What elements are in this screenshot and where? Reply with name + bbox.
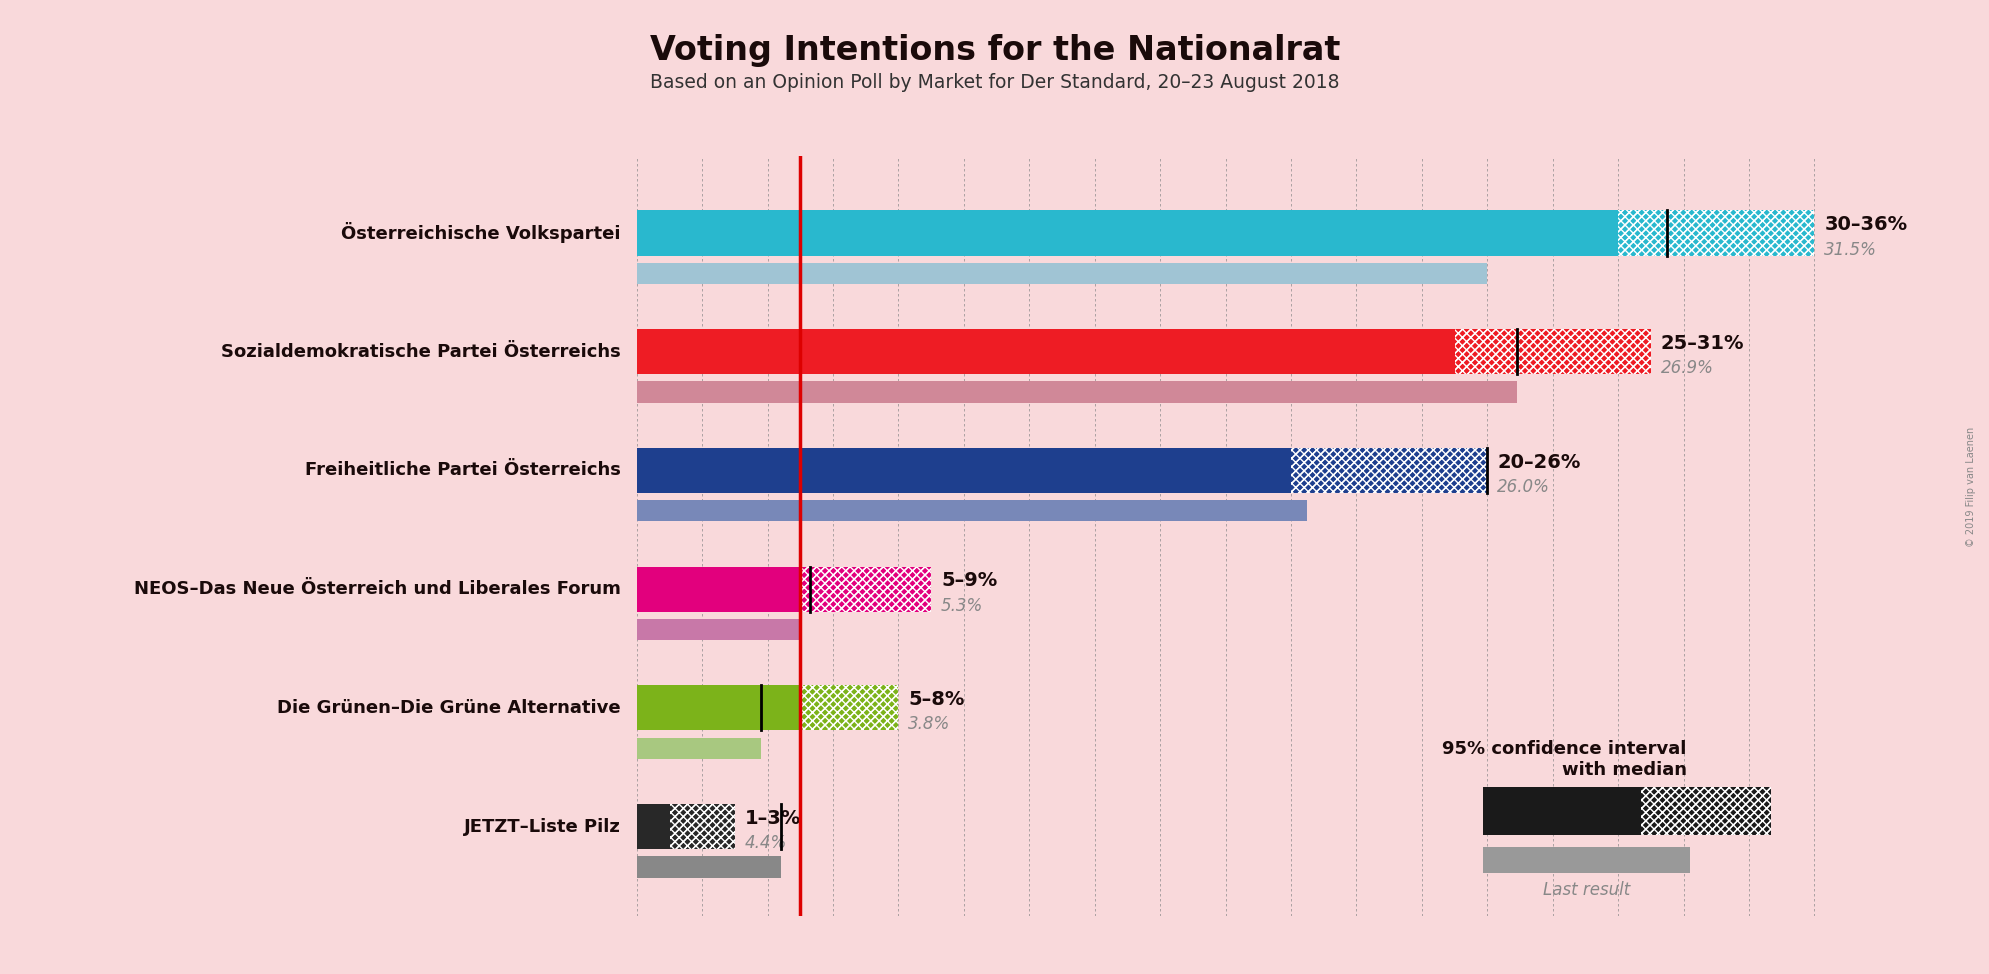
Bar bbox=[668, 804, 734, 849]
Text: 31.5%: 31.5% bbox=[1824, 241, 1876, 259]
Bar bbox=[668, 804, 734, 849]
Bar bbox=[636, 567, 800, 612]
Text: 25–31%: 25–31% bbox=[1661, 334, 1742, 353]
Text: 5.3%: 5.3% bbox=[941, 597, 983, 615]
Text: 95% confidence interval
with median: 95% confidence interval with median bbox=[1442, 740, 1687, 779]
Bar bbox=[636, 500, 1307, 521]
Bar bbox=[636, 686, 800, 730]
Bar bbox=[636, 804, 668, 849]
Text: 5–9%: 5–9% bbox=[941, 572, 996, 590]
Bar bbox=[1454, 329, 1651, 374]
Text: Voting Intentions for the Nationalrat: Voting Intentions for the Nationalrat bbox=[650, 34, 1339, 67]
Bar bbox=[636, 618, 800, 640]
Bar bbox=[1454, 329, 1651, 374]
Text: 1–3%: 1–3% bbox=[744, 808, 802, 828]
Text: NEOS–Das Neue Österreich und Liberales Forum: NEOS–Das Neue Österreich und Liberales F… bbox=[133, 581, 621, 598]
Bar bbox=[1291, 448, 1486, 493]
Bar bbox=[800, 686, 899, 730]
Bar bbox=[1641, 787, 1770, 835]
Bar bbox=[636, 382, 1516, 402]
Bar bbox=[1617, 210, 1814, 255]
Text: Die Grünen–Die Grüne Alternative: Die Grünen–Die Grüne Alternative bbox=[276, 698, 621, 717]
Bar bbox=[636, 263, 1486, 284]
Text: © 2019 Filip van Laenen: © 2019 Filip van Laenen bbox=[1965, 427, 1975, 547]
Bar bbox=[636, 329, 1454, 374]
Bar bbox=[800, 686, 899, 730]
Text: 30–36%: 30–36% bbox=[1824, 215, 1905, 234]
Bar bbox=[1482, 846, 1689, 873]
Bar bbox=[800, 567, 931, 612]
Text: 26.9%: 26.9% bbox=[1661, 359, 1713, 377]
Bar bbox=[636, 856, 780, 878]
Text: Freiheitliche Partei Österreichs: Freiheitliche Partei Österreichs bbox=[304, 462, 621, 479]
Text: Based on an Opinion Poll by Market for Der Standard, 20–23 August 2018: Based on an Opinion Poll by Market for D… bbox=[650, 73, 1339, 93]
Bar bbox=[800, 567, 931, 612]
Bar bbox=[636, 448, 1291, 493]
Text: 5–8%: 5–8% bbox=[907, 690, 965, 709]
Bar bbox=[636, 210, 1617, 255]
Text: JETZT–Liste Pilz: JETZT–Liste Pilz bbox=[463, 817, 621, 836]
Bar bbox=[1641, 787, 1770, 835]
Text: 26.0%: 26.0% bbox=[1496, 478, 1549, 496]
Bar bbox=[636, 737, 760, 759]
Text: Österreichische Volkspartei: Österreichische Volkspartei bbox=[340, 222, 621, 244]
Text: 4.4%: 4.4% bbox=[744, 834, 786, 852]
Bar bbox=[1482, 787, 1641, 835]
Text: 20–26%: 20–26% bbox=[1496, 453, 1579, 471]
Text: Last result: Last result bbox=[1541, 881, 1629, 899]
Bar bbox=[1291, 448, 1486, 493]
Bar bbox=[1617, 210, 1814, 255]
Text: Sozialdemokratische Partei Österreichs: Sozialdemokratische Partei Österreichs bbox=[221, 343, 621, 360]
Text: 3.8%: 3.8% bbox=[907, 716, 951, 733]
